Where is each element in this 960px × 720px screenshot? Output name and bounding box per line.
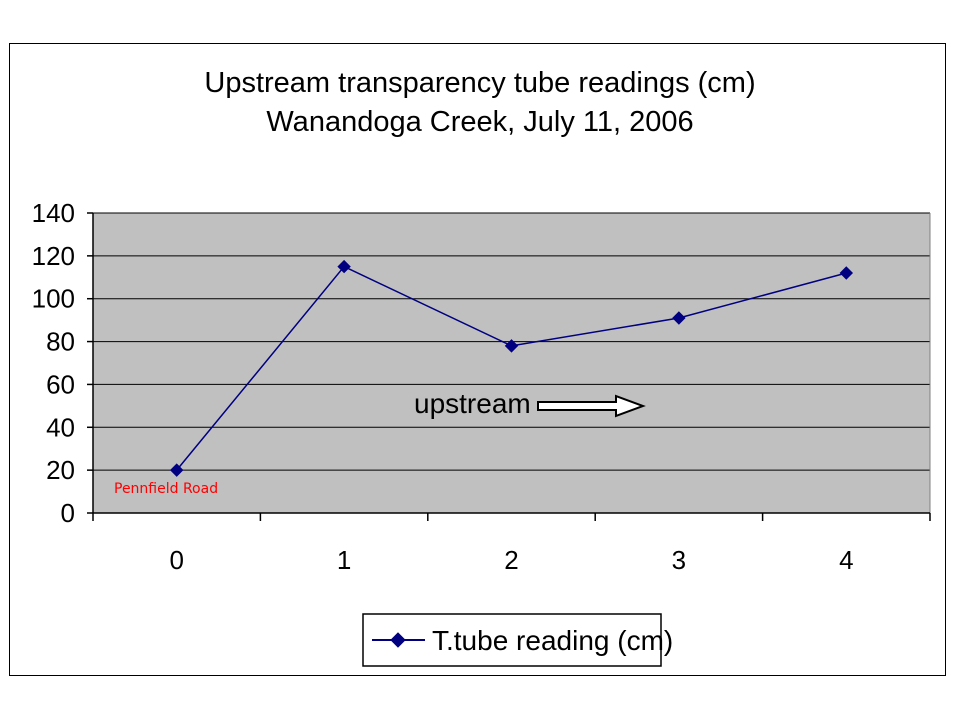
legend: T.tube reading (cm) <box>362 613 673 667</box>
gridlines <box>93 212 931 513</box>
y-tick-label: 40 <box>46 412 75 442</box>
y-tick-label: 60 <box>46 369 75 399</box>
y-tick-label: 120 <box>32 241 75 271</box>
x-tick-label: 4 <box>839 545 853 575</box>
plot-area <box>93 213 930 513</box>
upstream-label: upstream <box>414 388 531 419</box>
x-tick-label: 3 <box>672 545 686 575</box>
x-axis-ticks: 0 1 2 3 4 <box>92 513 931 575</box>
arrow-right-icon <box>537 394 646 418</box>
legend-diamond-marker <box>390 632 406 648</box>
y-tick-label: 80 <box>46 327 75 357</box>
data-point-marker <box>169 463 184 477</box>
series-layer <box>169 259 854 477</box>
y-tick-label: 140 <box>32 198 75 228</box>
x-tick-label: 2 <box>504 545 518 575</box>
data-point-marker <box>672 311 686 325</box>
x-tick-label: 1 <box>337 545 351 575</box>
y-tick-label: 0 <box>61 498 75 528</box>
data-point-marker <box>504 339 519 353</box>
x-tick-label: 0 <box>169 545 183 575</box>
y-tick-label: 100 <box>32 284 75 314</box>
data-point-marker <box>839 266 854 280</box>
data-point-marker <box>337 259 351 274</box>
upstream-annotation: upstream <box>414 388 646 419</box>
y-axis-ticks: 0 20 40 60 80 100 120 140 <box>32 198 93 528</box>
axes <box>92 213 930 514</box>
chart-title: Upstream transparency tube readings (cm) <box>204 67 755 99</box>
y-tick-label: 20 <box>46 455 75 485</box>
chart-subtitle: Wanandoga Creek, July 11, 2006 <box>266 106 693 138</box>
site-label: Pennfield Road <box>114 481 218 497</box>
legend-label: T.tube reading (cm) <box>432 625 673 656</box>
